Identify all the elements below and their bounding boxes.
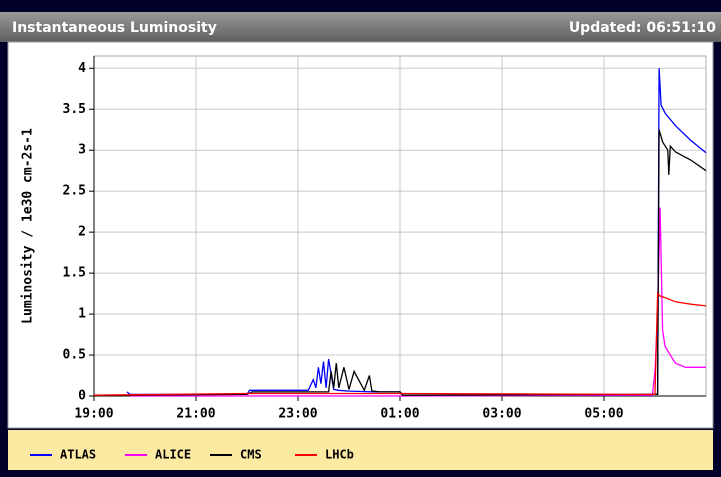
- legend-label: CMS: [240, 448, 262, 462]
- y-tick-label: 1: [78, 307, 86, 322]
- x-tick-label: 05:00: [584, 407, 623, 422]
- y-tick-label: 2.5: [63, 184, 86, 199]
- y-axis-label: Luminosity / 1e30 cm-2s-1: [21, 128, 36, 324]
- y-tick-label: 2: [78, 225, 86, 240]
- header-bar: [0, 12, 721, 42]
- y-tick-label: 1.5: [63, 266, 86, 281]
- y-tick-label: 4: [78, 61, 86, 76]
- x-tick-label: 21:00: [176, 407, 215, 422]
- legend-label: LHCb: [325, 448, 354, 462]
- series-line: [93, 292, 707, 396]
- x-tick-label: 23:00: [278, 407, 317, 422]
- chart-title: Instantaneous Luminosity: [12, 20, 217, 36]
- series-line: [129, 207, 706, 397]
- y-tick-label: 0: [78, 389, 86, 404]
- series-line: [126, 68, 707, 396]
- x-tick-label: 01:00: [380, 407, 419, 422]
- legend-label: ATLAS: [60, 448, 96, 462]
- y-tick-label: 0.5: [63, 348, 86, 363]
- updated-time: Updated: 06:51:10: [569, 20, 716, 36]
- series-line: [129, 129, 707, 396]
- legend-panel: [8, 430, 713, 470]
- y-tick-label: 3: [78, 143, 86, 158]
- x-tick-label: 03:00: [482, 407, 521, 422]
- x-tick-label: 19:00: [74, 407, 113, 422]
- y-tick-label: 3.5: [63, 102, 86, 117]
- legend-label: ALICE: [155, 448, 191, 462]
